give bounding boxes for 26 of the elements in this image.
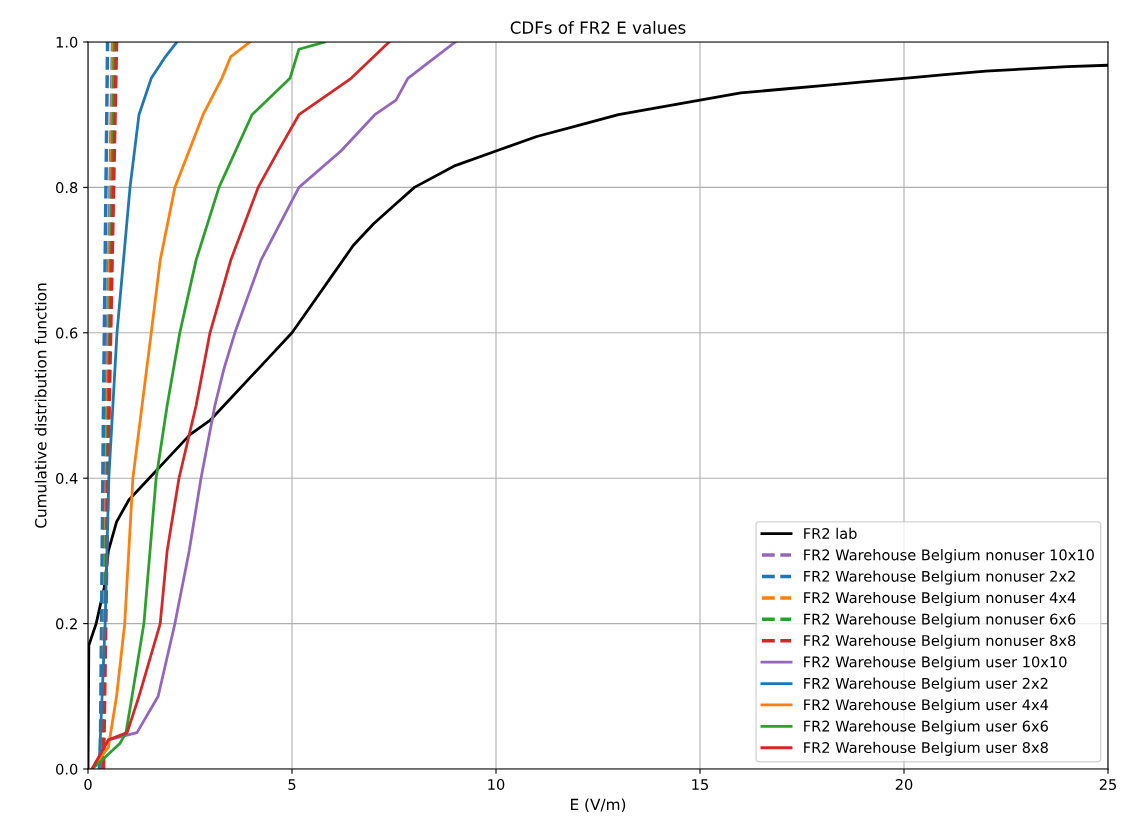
legend-label: FR2 Warehouse Belgium nonuser 2x2	[804, 570, 1075, 585]
x-tick-label: 15	[692, 779, 708, 791]
x-axis-title: E (V/m)	[571, 798, 626, 813]
legend-label: FR2 Warehouse Belgium user 8x8	[804, 741, 1048, 756]
chart-title: CDFs of FR2 E values	[510, 21, 686, 34]
legend-label: FR2 Warehouse Belgium nonuser 4x4	[804, 591, 1076, 607]
legend-label: FR2 lab	[804, 527, 857, 539]
legend-label: FR2 Warehouse Belgium user 6x6	[804, 720, 1048, 735]
y-tick-label: 0.0	[56, 763, 78, 775]
y-tick-label: 0.4	[56, 472, 78, 484]
x-tick-label: 0	[84, 778, 92, 791]
legend-label: FR2 Warehouse Belgium nonuser 8x8	[804, 634, 1076, 649]
legend-label: FR2 Warehouse Belgium nonuser 10x10	[804, 549, 1094, 564]
y-tick-label: 0.8	[56, 182, 78, 194]
legend-label: FR2 Warehouse Belgium user 2x2	[804, 677, 1048, 692]
x-tick-label: 20	[895, 778, 913, 791]
x-tick-label: 25	[1099, 778, 1116, 791]
x-tick-label: 5	[288, 779, 296, 791]
x-tick-label: 10	[488, 778, 505, 791]
y-tick-label: 0.6	[56, 327, 78, 339]
y-tick-label: 1.0	[56, 36, 78, 48]
legend-label: FR2 Warehouse Belgium nonuser 6x6	[804, 613, 1076, 628]
legend-label: FR2 Warehouse Belgium user 4x4	[804, 698, 1049, 714]
y-axis-title: Cumulative distribution function	[34, 283, 47, 528]
y-tick-label: 0.2	[56, 618, 77, 630]
legend-label: FR2 Warehouse Belgium user 10x10	[804, 656, 1067, 671]
